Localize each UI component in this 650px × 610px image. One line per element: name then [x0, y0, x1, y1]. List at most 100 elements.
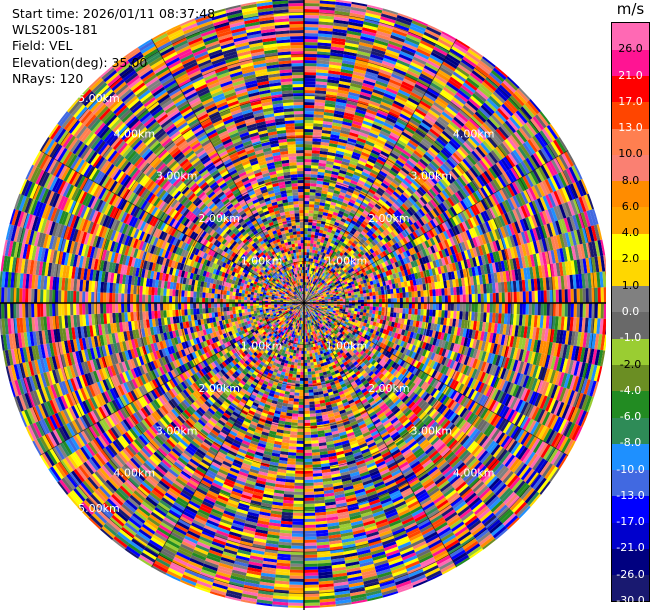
- range-gate: [353, 214, 360, 220]
- range-gate: [363, 306, 367, 310]
- range-gate: [347, 166, 356, 172]
- range-gate: [347, 137, 357, 144]
- range-gate: [377, 109, 389, 117]
- range-gate: [316, 253, 320, 258]
- range-gate: [324, 106, 335, 111]
- range-gate: [372, 205, 380, 213]
- range-gate: [332, 165, 341, 170]
- range-gate: [392, 164, 401, 172]
- range-gate: [343, 222, 349, 228]
- range-gate: [352, 174, 361, 180]
- range-gate: [314, 275, 318, 279]
- range-gate: [304, 72, 317, 76]
- range-gate: [313, 126, 323, 130]
- range-gate: [386, 84, 400, 92]
- range-gate: [304, 291, 306, 295]
- range-gate: [328, 210, 334, 215]
- range-gate: [316, 57, 330, 62]
- range-gate: [318, 21, 334, 26]
- range-gate: [304, 171, 311, 175]
- range-gate: [344, 149, 354, 155]
- range-gate: [336, 200, 343, 205]
- range-gate: [390, 307, 394, 313]
- range-gate: [352, 190, 360, 197]
- range-gate: [411, 59, 426, 68]
- range-gate: [304, 249, 307, 253]
- range-gate: [354, 168, 363, 175]
- range-gate: [433, 46, 448, 57]
- range-gate: [308, 279, 311, 283]
- range-gate: [332, 237, 337, 242]
- range-gate: [459, 294, 463, 303]
- range-gate: [379, 69, 393, 77]
- range-gate: [377, 173, 386, 180]
- range-gate: [314, 234, 319, 239]
- range-gate: [326, 160, 334, 166]
- range-gate: [305, 267, 308, 271]
- range-gate: [304, 51, 318, 55]
- range-gate: [326, 194, 333, 199]
- range-gate: [375, 33, 391, 41]
- range-gate: [383, 162, 393, 170]
- range-gate: [513, 303, 517, 315]
- range-gate: [483, 303, 487, 313]
- range-gate: [415, 108, 427, 117]
- range-gate: [392, 126, 403, 135]
- range-gate: [331, 40, 346, 46]
- range-gate: [304, 84, 316, 88]
- range-gate: [441, 295, 445, 303]
- range-gate: [351, 295, 355, 298]
- range-gate: [314, 195, 321, 200]
- range-gate: [312, 258, 316, 263]
- range-gate: [319, 3, 336, 8]
- range-gate: [335, 153, 344, 159]
- range-gate: [328, 225, 334, 231]
- range-gate: [349, 132, 359, 138]
- range-gate: [379, 196, 388, 203]
- range-gate: [322, 184, 329, 189]
- range-gate: [391, 129, 402, 137]
- range-gate: [333, 304, 337, 307]
- range-gate: [361, 171, 370, 178]
- range-gate: [387, 137, 397, 145]
- range-gate: [314, 259, 318, 264]
- range-gate: [396, 307, 400, 314]
- range-gate: [330, 173, 339, 179]
- range-gate: [424, 28, 441, 39]
- range-gate: [361, 201, 368, 208]
- range-gate: [582, 288, 586, 303]
- range-gate: [415, 81, 429, 90]
- range-gate: [382, 145, 393, 153]
- range-gate: [407, 31, 423, 40]
- range-gate: [420, 303, 424, 310]
- range-gate: [312, 268, 316, 272]
- range-gate: [314, 268, 317, 273]
- range-gate: [311, 271, 315, 275]
- range-gate: [391, 102, 404, 111]
- range-gate: [312, 288, 316, 292]
- range-gate: [597, 303, 601, 319]
- range-gate: [345, 295, 349, 299]
- range-gate: [331, 34, 347, 40]
- range-gate: [456, 303, 460, 312]
- range-gate: [325, 197, 332, 202]
- range-gate: [415, 129, 426, 138]
- range-gate: [446, 81, 460, 92]
- range-gate: [337, 175, 345, 181]
- range-gate: [360, 33, 376, 40]
- range-gate: [424, 92, 437, 102]
- range-gate: [342, 155, 352, 161]
- range-gate: [321, 190, 328, 195]
- range-gate: [393, 23, 410, 32]
- range-gate: [313, 271, 316, 275]
- range-gate: [327, 238, 333, 243]
- range-gate: [375, 310, 379, 315]
- range-gate: [304, 66, 317, 70]
- range-gate: [387, 307, 391, 313]
- range-gate: [304, 123, 314, 127]
- range-gate: [316, 241, 321, 246]
- range-gate: [369, 199, 377, 206]
- range-gate: [381, 290, 385, 295]
- range-gate: [311, 277, 314, 281]
- range-gate: [346, 204, 354, 210]
